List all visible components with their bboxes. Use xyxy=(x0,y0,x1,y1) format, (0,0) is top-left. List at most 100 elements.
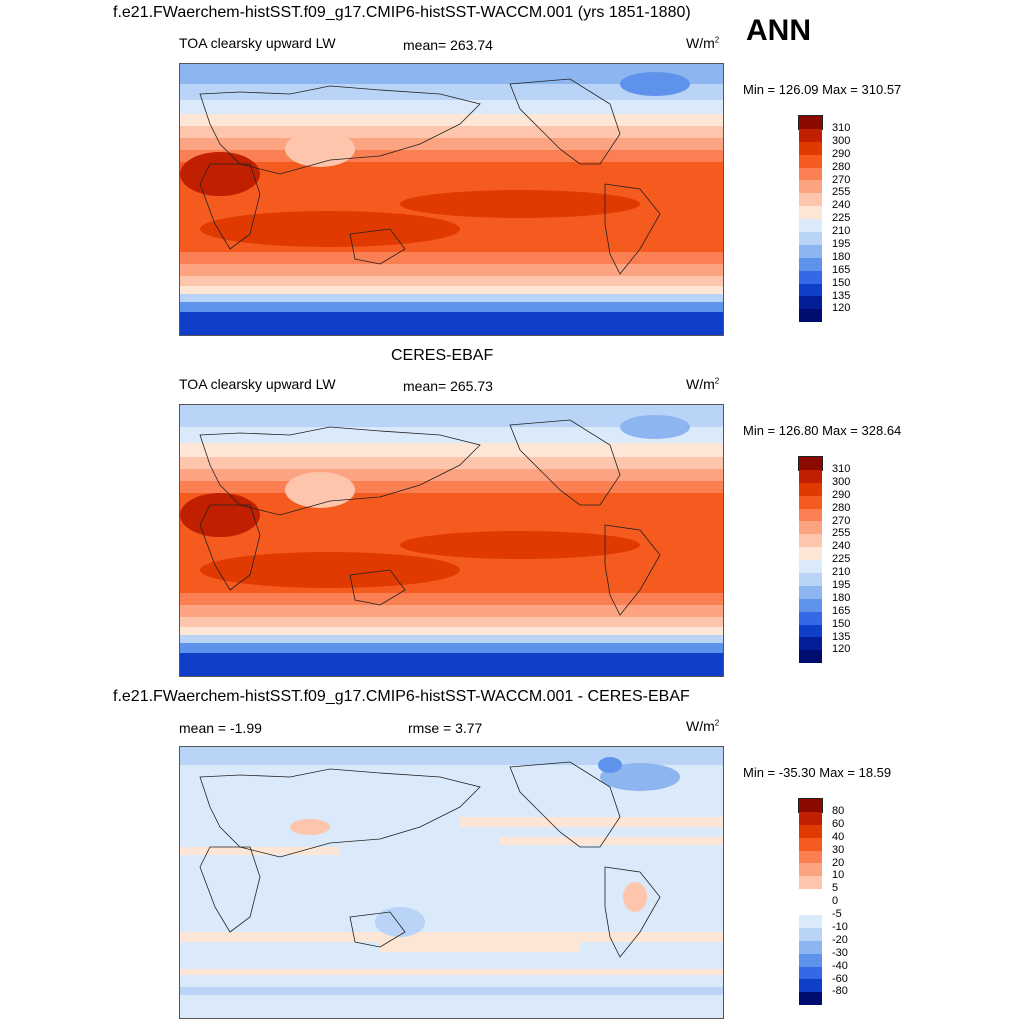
panel3-colorbar-swatch xyxy=(799,850,822,864)
panel3-colorbar xyxy=(798,798,823,1006)
panel2-colorbar-label: 180 xyxy=(832,591,851,604)
panel1-units: W/m2 xyxy=(686,35,720,51)
panel1-colorbar-swatch xyxy=(799,116,822,129)
panel3-colorbar-swatch xyxy=(799,927,822,941)
panel1-colorbar-swatch xyxy=(799,296,822,310)
panel3-colorbar-label: -20 xyxy=(832,933,848,946)
panel2-colorbar-label: 195 xyxy=(832,579,851,592)
panel1-colorbar-label: 210 xyxy=(832,225,851,238)
panel3-colorbar-label: 80 xyxy=(832,805,845,817)
panel1-colorbar-swatch xyxy=(799,244,822,258)
panel1-colorbar-label: 280 xyxy=(832,160,851,173)
panel3-colorbar-label: 5 xyxy=(832,882,839,895)
panel1-mean: mean= 263.74 xyxy=(403,37,493,53)
panel3-mean: mean = -1.99 xyxy=(179,720,262,736)
panel1-colorbar-swatch xyxy=(799,232,822,245)
panel1-colorbar-swatch xyxy=(799,206,822,220)
panel3-colorbar-swatch xyxy=(799,940,822,954)
panel2-mean: mean= 265.73 xyxy=(403,378,493,394)
panel3-colorbar-swatch xyxy=(799,992,822,1006)
panel1-colorbar-label: 180 xyxy=(832,250,851,263)
panel1-colorbar-label: 165 xyxy=(832,263,851,276)
panel1-colorbar-swatch xyxy=(799,309,822,323)
panel2-colorbar-label: 290 xyxy=(832,488,851,501)
panel2-colorbar-label: 240 xyxy=(832,540,851,553)
panel3-colorbar-label: -5 xyxy=(832,908,842,921)
panel2-colorbar-swatch xyxy=(799,598,822,612)
panel1-colorbar-swatch xyxy=(799,128,822,142)
panel2-title: CERES-EBAF xyxy=(391,347,494,364)
panel2-colorbar-swatch xyxy=(799,521,822,535)
panel2-colorbar-swatch xyxy=(799,457,822,470)
panel1-colorbar-swatch xyxy=(799,219,822,233)
panel1-colorbar-swatch xyxy=(799,283,822,297)
panel2-colorbar xyxy=(798,456,823,664)
panel3-colorbar-swatch xyxy=(799,824,822,838)
panel1-colorbar-label: 240 xyxy=(832,199,851,212)
panel3-map xyxy=(179,746,724,1019)
panel2-colorbar-swatch xyxy=(799,637,822,651)
panel3-colorbar-swatch xyxy=(799,811,822,825)
panel2-colorbar-labels: 310 300 290 280 270 255 240 225 210 195 180 165 150 1… xyxy=(832,463,850,656)
panel3-colorbar-label: -10 xyxy=(832,921,848,934)
panel1-map xyxy=(179,63,724,336)
panel2-colorbar-swatch xyxy=(799,573,822,586)
panel1-colorbar-swatch xyxy=(799,270,822,284)
panel2-colorbar-swatch xyxy=(799,534,822,548)
panel1-colorbar-label: 270 xyxy=(832,173,851,186)
panel1-colorbar-labels: 310 300 290 280 270 255 240 225 210 195 180 165 150 1… xyxy=(832,122,850,315)
panel2-variable: TOA clearsky upward LW xyxy=(179,376,336,392)
panel1-colorbar-swatch xyxy=(799,193,822,207)
panel3-colorbar-swatch xyxy=(799,876,822,890)
panel1-colorbar xyxy=(798,115,823,323)
panel3-colorbar-swatch xyxy=(799,915,822,928)
panel3-colorbar-label: -60 xyxy=(832,972,848,985)
panel1-variable: TOA clearsky upward LW xyxy=(179,35,336,51)
panel2-colorbar-label: 120 xyxy=(832,643,851,656)
panel3-colorbar-swatch xyxy=(799,799,822,812)
panel2-colorbar-label: 300 xyxy=(832,475,851,488)
panel3-colorbar-label: -80 xyxy=(832,985,848,998)
panel2-colorbar-label: 210 xyxy=(832,566,851,579)
panel3-colorbar-swatch xyxy=(799,863,822,877)
panel3-colorbar-label: -30 xyxy=(832,946,848,959)
panel3-colorbar-label: 10 xyxy=(832,869,845,882)
panel3-colorbar-swatch xyxy=(799,979,822,993)
panel3-minmax: Min = -35.30 Max = 18.59 xyxy=(743,765,892,780)
panel3-colorbar-swatch xyxy=(799,966,822,980)
panel3-units: W/m2 xyxy=(686,718,720,734)
panel1-minmax: Min = 126.09 Max = 310.57 xyxy=(743,82,902,97)
panel1-colorbar-label: 120 xyxy=(832,302,851,315)
panel1-colorbar-label: 290 xyxy=(832,147,851,160)
panel2-colorbar-label: 165 xyxy=(832,604,851,617)
panel2-minmax: Min = 126.80 Max = 328.64 xyxy=(743,423,902,438)
panel2-colorbar-label: 225 xyxy=(832,553,851,566)
panel2-colorbar-swatch xyxy=(799,624,822,638)
panel3-colorbar-swatch xyxy=(799,837,822,851)
panel3-colorbar-swatch xyxy=(799,889,822,903)
panel2-colorbar-swatch xyxy=(799,560,822,574)
panel1-colorbar-label: 150 xyxy=(832,276,851,289)
panel3-rmse: rmse = 3.77 xyxy=(408,720,483,736)
panel2-colorbar-swatch xyxy=(799,585,822,599)
panel2-colorbar-label: 310 xyxy=(832,463,851,475)
panel2-colorbar-swatch xyxy=(799,650,822,664)
panel3-colorbar-label: 0 xyxy=(832,895,839,908)
panel3-colorbar-swatch xyxy=(799,902,822,916)
panel2-colorbar-label: 135 xyxy=(832,630,851,643)
panel1-colorbar-label: 255 xyxy=(832,186,851,199)
panel2-colorbar-label: 270 xyxy=(832,514,851,527)
panel3-colorbar-label: 60 xyxy=(832,817,845,830)
panel3-colorbar-swatch xyxy=(799,953,822,967)
panel3-colorbar-label: 40 xyxy=(832,830,845,843)
panel1-colorbar-label: 135 xyxy=(832,289,851,302)
panel1-colorbar-swatch xyxy=(799,257,822,271)
panel3-colorbar-label: 30 xyxy=(832,843,845,856)
panel3-colorbar-label: 20 xyxy=(832,856,845,869)
panel1-colorbar-label: 225 xyxy=(832,212,851,225)
panel2-colorbar-swatch xyxy=(799,482,822,496)
panel2-colorbar-swatch xyxy=(799,508,822,522)
panel2-colorbar-label: 150 xyxy=(832,617,851,630)
panel1-colorbar-swatch xyxy=(799,154,822,168)
panel3-colorbar-labels: 80 60 40 30 20 10 5 0 -5 -10 -20 -30 -40 -60 -80 xyxy=(832,805,848,998)
